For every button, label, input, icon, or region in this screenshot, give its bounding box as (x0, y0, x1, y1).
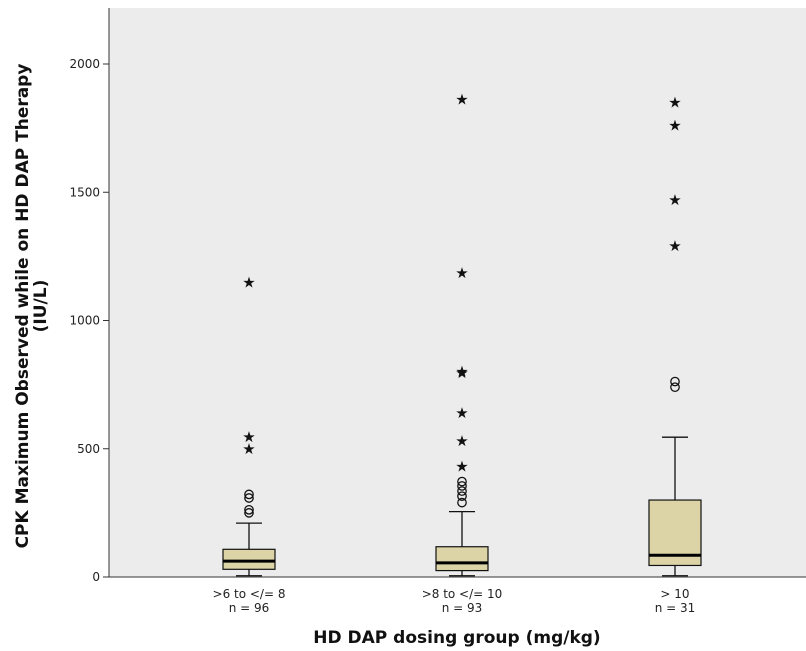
extreme-point: ★ (668, 93, 681, 111)
x-category-n-label: n = 93 (442, 601, 483, 615)
y-axis-title-line2: (IU/L) (31, 280, 51, 333)
x-category-n-label: n = 31 (655, 601, 696, 615)
outlier-point (670, 382, 680, 393)
outlier-point (244, 493, 254, 503)
extreme-point: ★ (668, 237, 681, 255)
y-tick-label: 0 (92, 570, 100, 584)
extreme-point: ★ (455, 404, 468, 422)
extreme-point: ★ (455, 264, 468, 282)
x-axis-title: HD DAP dosing group (mg/kg) (313, 628, 600, 648)
extreme-point: ★ (242, 440, 255, 458)
box-group: ★ ★ ★ ★ (648, 93, 702, 577)
y-tick-label: 500 (77, 442, 100, 456)
x-axis-labels: >6 to </= 8n = 96 >8 to </= 10n = 93 > 10n… (213, 587, 696, 615)
box-group: ★★★ (222, 274, 276, 577)
extreme-point: ★ (668, 117, 681, 135)
outlier-point (457, 491, 467, 502)
outlier-point (670, 376, 680, 387)
y-axis-title-line1: CPK Maximum Observed while on HD DAP The… (13, 64, 33, 549)
box-iqr (222, 548, 276, 570)
y-tick-label: 2000 (69, 57, 100, 71)
y-tick-label: 1500 (69, 185, 100, 199)
extreme-point: ★ (242, 274, 255, 292)
extreme-point: ★ (455, 458, 468, 476)
extreme-point: ★ (668, 191, 681, 209)
outlier-point (244, 489, 254, 500)
outlier-point (457, 486, 467, 496)
extreme-point: ★ (455, 90, 468, 108)
outlier-point (244, 508, 254, 518)
extreme-point: ★ (455, 432, 468, 450)
outlier-point (457, 476, 467, 487)
outlier-point (457, 481, 467, 491)
x-category-label: >6 to </= 8 (213, 587, 286, 601)
extreme-point: ★ (242, 428, 255, 446)
x-category-label: >8 to </= 10 (422, 587, 503, 601)
extreme-point: ★ (455, 364, 468, 382)
extreme-point: ★ (455, 362, 468, 380)
box-iqr (435, 546, 489, 572)
box-series: ★★★★★★★★★★★★★★ (222, 90, 702, 577)
x-category-n-label: n = 96 (229, 601, 270, 615)
box-group: ★★★★★★★ (435, 90, 489, 577)
outlier-point (244, 504, 254, 515)
y-tick-label: 1000 (69, 314, 100, 328)
y-axis-ticks: 0 500 1000 1500 2000 (69, 57, 109, 584)
x-category-label: > 10 (660, 587, 689, 601)
outlier-point (457, 497, 467, 508)
